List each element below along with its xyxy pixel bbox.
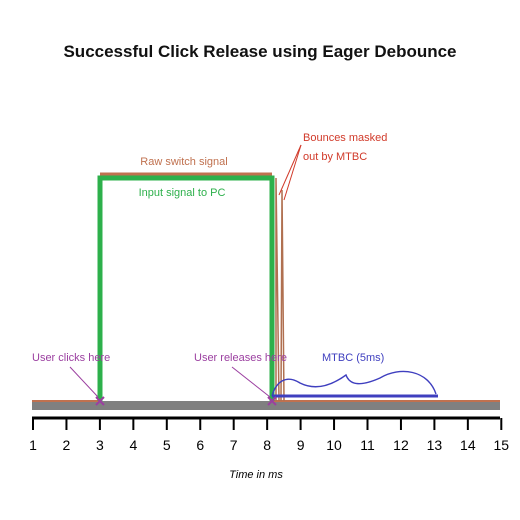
bounces-label-line1: Bounces masked	[303, 132, 387, 144]
input-signal-pulse	[97, 175, 275, 401]
axis-tick-label: 10	[326, 437, 342, 453]
axis-tick-label: 12	[393, 437, 409, 453]
axis-tick-label: 1	[29, 437, 37, 453]
axis-tick-label: 11	[360, 437, 375, 453]
release-pointer-line	[231, 366, 271, 398]
mtbc-label: MTBC (5ms)	[322, 352, 384, 364]
axis-tick-label: 4	[129, 437, 137, 453]
bounce-spike	[275, 177, 280, 402]
axis-tick-label: 14	[460, 437, 476, 453]
axis-tick-label: 3	[96, 437, 104, 453]
bounces-pointer-line	[278, 144, 302, 196]
click-marker	[95, 396, 105, 406]
click-pointer-line	[69, 366, 99, 398]
axis-tick-label: 6	[196, 437, 204, 453]
axis-tick-label: 15	[494, 437, 510, 453]
click-label: User clicks here	[32, 352, 110, 364]
time-axis-label: Time in ms	[229, 469, 283, 481]
release-marker	[267, 396, 277, 406]
release-label: User releases here	[194, 352, 287, 364]
bounces-label-line2: out by MTBC	[303, 151, 367, 163]
axis-tick-label: 8	[263, 437, 271, 453]
raw-signal-label: Raw switch signal	[140, 156, 227, 168]
mtbc-bracket	[271, 370, 437, 397]
axis-tick-label: 2	[63, 437, 71, 453]
bounces-pointer-line	[283, 144, 302, 201]
axis-tick-label: 13	[427, 437, 443, 453]
baseline-low-level	[32, 401, 500, 410]
axis-tick-label: 7	[230, 437, 238, 453]
diagram-title: Successful Click Release using Eager Deb…	[63, 42, 456, 61]
axis-tick-label: 5	[163, 437, 171, 453]
bounce-spike	[280, 189, 285, 402]
input-signal-label: Input signal to PC	[139, 187, 226, 199]
axis-tick-label: 9	[297, 437, 305, 453]
time-axis-ticks: 1 2 3 4 5 6 7 8 9 10 11 12 13 14 15	[29, 418, 509, 453]
